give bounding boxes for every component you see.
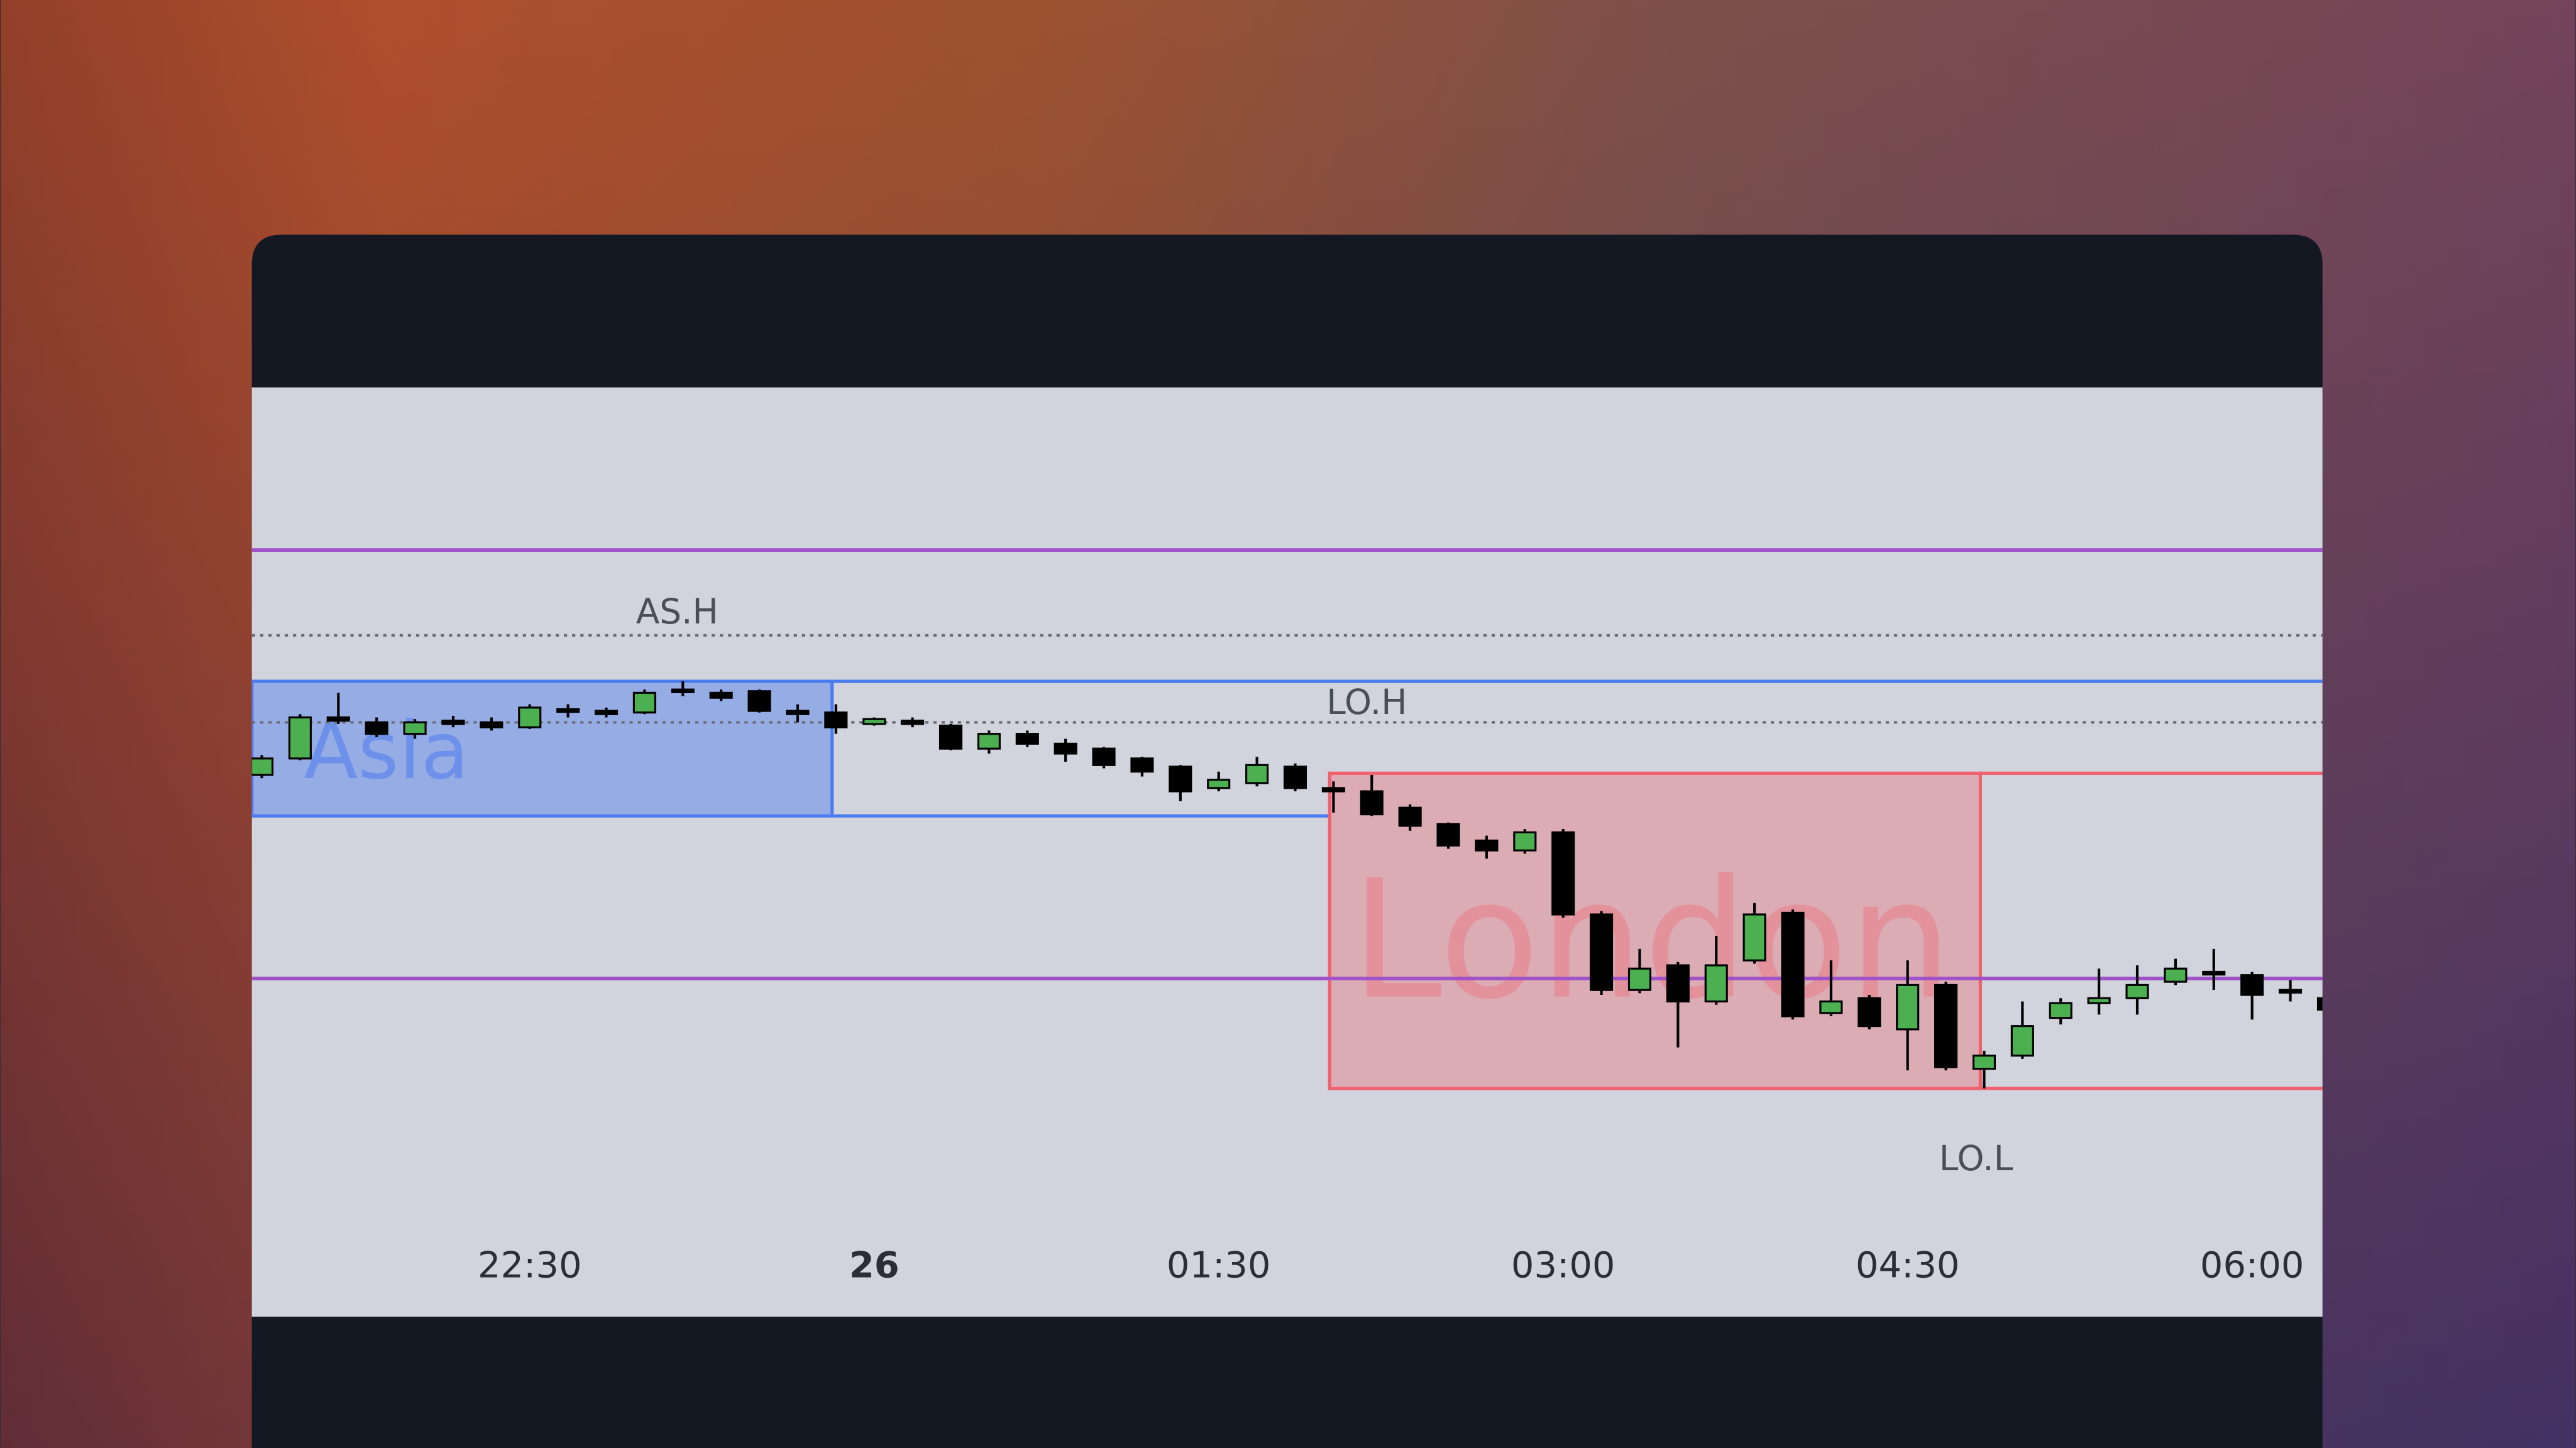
- candle-body: [2010, 1025, 2034, 1057]
- candle-body: [480, 721, 504, 728]
- candle-body: [1245, 764, 1269, 784]
- candle-body: [977, 733, 1001, 750]
- x-tick-label: 22:30: [478, 1244, 582, 1286]
- x-tick-label: 26: [849, 1244, 900, 1286]
- candle-body: [1360, 790, 1384, 816]
- candle-body: [1858, 997, 1881, 1028]
- candle-body: [1972, 1055, 1996, 1070]
- candle-body: [2202, 970, 2226, 976]
- candle-body: [1436, 823, 1460, 847]
- candle-body: [441, 720, 465, 725]
- candle-body: [2125, 984, 2149, 999]
- candle-body: [1666, 964, 1690, 1003]
- candle-body: [1590, 913, 1614, 991]
- x-tick-label: 03:00: [1511, 1244, 1616, 1286]
- session-box: [251, 679, 834, 818]
- candle-body: [1015, 733, 1039, 745]
- candle-body: [747, 690, 771, 712]
- candle-body: [1054, 742, 1077, 755]
- candle-body: [1704, 964, 1728, 1003]
- candle-body: [862, 718, 886, 725]
- chart-area: [251, 387, 2323, 1317]
- candle-body: [1092, 747, 1116, 766]
- candle-body: [671, 688, 695, 693]
- candle-body: [2279, 989, 2303, 994]
- candle-body: [251, 757, 274, 776]
- candle-body: [1934, 984, 1958, 1068]
- candle-body: [1896, 984, 1920, 1031]
- candle-body: [518, 706, 542, 728]
- candle-body: [709, 691, 733, 699]
- candle-body: [594, 710, 619, 715]
- candle-body: [365, 721, 388, 735]
- candle-body: [1781, 911, 1805, 1017]
- candle-body: [1321, 787, 1345, 793]
- annotation-label: AS.H: [636, 591, 718, 632]
- candle-body: [1513, 831, 1537, 852]
- x-tick-label: 01:30: [1167, 1244, 1271, 1286]
- candle-body: [403, 721, 427, 735]
- candle-body: [938, 725, 963, 750]
- candle-body: [1627, 967, 1652, 991]
- candle-body: [326, 716, 350, 722]
- candle-body: [2087, 997, 2111, 1004]
- candle-body: [2164, 967, 2188, 983]
- candle-body: [556, 708, 580, 713]
- candle-body: [632, 691, 656, 714]
- annotation-label: LO.L: [1939, 1138, 2013, 1178]
- candle-body: [1283, 765, 1307, 789]
- candle-body: [1169, 765, 1192, 793]
- session-label: London: [1351, 845, 1953, 1036]
- candle-body: [1130, 757, 1154, 773]
- x-tick-label: 06:00: [2200, 1244, 2304, 1286]
- candle-body: [1742, 913, 1766, 962]
- candle-body: [1819, 1000, 1843, 1014]
- candle-body: [2049, 1002, 2072, 1019]
- candle-body: [1551, 831, 1575, 916]
- candle-body: [1207, 779, 1231, 789]
- candle-body: [901, 720, 925, 725]
- candle-body: [288, 716, 312, 760]
- time-axis: 22:30 26 01:30 03:00 04:30 06:00: [478, 1244, 2304, 1286]
- candle-body: [2316, 997, 2323, 1011]
- annotation-label: LO.H: [1326, 682, 1407, 722]
- candle-body: [1398, 806, 1422, 827]
- candle-body: [2240, 974, 2264, 996]
- x-tick-label: 04:30: [1856, 1244, 1960, 1286]
- candle-body: [1475, 839, 1499, 852]
- candle-body: [786, 710, 810, 715]
- candle-body: [824, 711, 848, 728]
